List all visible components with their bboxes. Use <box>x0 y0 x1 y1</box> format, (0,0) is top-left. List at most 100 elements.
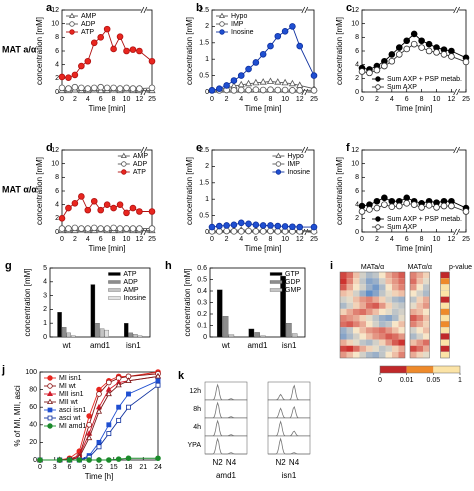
axis-break <box>141 89 147 95</box>
y-tick-label: 0 <box>205 229 209 236</box>
heatmap-cell <box>353 315 360 322</box>
heatmap-cell <box>385 339 392 346</box>
marker <box>208 87 216 94</box>
y-tick-label: 0.2 <box>197 311 207 318</box>
legend-label: asci wt <box>59 415 80 422</box>
marker <box>106 431 112 437</box>
marker <box>96 391 102 397</box>
heatmap-cell <box>366 278 373 285</box>
heatmap-cell <box>398 345 405 352</box>
y-tick-label: 4 <box>355 202 359 209</box>
marker <box>103 225 111 232</box>
marker <box>97 83 104 91</box>
x-tick-label: 2 <box>73 236 77 243</box>
bar <box>228 334 235 338</box>
bar <box>137 335 143 338</box>
heatmap-cell <box>423 290 430 297</box>
x-tick-label: 0 <box>60 96 64 103</box>
marker <box>78 84 85 92</box>
marker <box>97 206 104 214</box>
marker <box>266 77 275 84</box>
y-tick-label: 12 <box>351 7 359 14</box>
legend-label: ADP <box>81 21 96 28</box>
heatmap-cell <box>416 272 423 279</box>
heatmap-cell <box>416 333 423 340</box>
y-tick-label: 40 <box>29 422 37 429</box>
x-tick-label: 10 <box>433 236 441 243</box>
heatmap-cell <box>340 315 347 322</box>
x-tick-label: 4 <box>239 236 243 243</box>
x-tick-label: 15 <box>110 464 118 471</box>
axis-break <box>140 146 145 154</box>
axis-break <box>302 89 308 95</box>
marker <box>58 73 66 81</box>
marker <box>86 434 93 441</box>
heatmap-cell <box>353 296 360 303</box>
marker <box>275 152 282 159</box>
marker <box>58 215 66 222</box>
y-tick-label: 0 <box>205 89 209 96</box>
x-tick-label: amd1 <box>247 341 268 350</box>
pvalue-cell <box>440 345 450 352</box>
x-axis-label: Time [min] <box>244 244 281 253</box>
marker <box>110 45 117 53</box>
heatmap-cell <box>340 351 347 358</box>
y-tick-label: 0.5 <box>197 276 207 283</box>
x-tick-label: 0 <box>210 96 214 103</box>
heatmap-cell <box>366 296 373 303</box>
heatmap-cell <box>379 296 386 303</box>
marker <box>105 390 112 397</box>
heatmap-cell <box>416 345 423 352</box>
heatmap-cell <box>385 296 392 303</box>
marker <box>116 417 122 423</box>
y-tick-label: 2.5 <box>199 147 209 154</box>
trace-box <box>267 399 311 419</box>
marker <box>259 78 267 85</box>
heatmap-cell <box>372 290 379 297</box>
legend-label: MI isn1 <box>59 375 82 382</box>
panel-letter: h <box>165 260 172 272</box>
heatmap-cell <box>410 321 417 328</box>
heatmap-cell <box>385 278 392 285</box>
row-label: 8h <box>193 406 201 413</box>
heatmap-cell <box>379 308 386 315</box>
marker <box>375 224 381 230</box>
marker <box>71 71 79 79</box>
trace <box>268 437 310 455</box>
x-tick-label: 0 <box>60 236 64 243</box>
heatmap-cell <box>410 315 417 322</box>
marker <box>381 194 388 202</box>
marker <box>433 49 440 56</box>
pvalue-title: p-value <box>449 264 472 271</box>
marker <box>223 82 230 89</box>
heatmap-cell <box>423 327 430 334</box>
legend-label: MI amd1 <box>59 423 86 430</box>
marker <box>126 391 131 397</box>
x-tick-label: 25 <box>148 236 156 243</box>
marker <box>154 372 162 379</box>
axis-break <box>301 146 306 154</box>
heatmap-cell <box>392 321 399 328</box>
legend-label: asci isn1 <box>59 407 86 414</box>
trace <box>205 437 247 455</box>
legend-label: AMP <box>81 13 97 20</box>
pvalue-cell <box>440 351 450 359</box>
marker <box>425 202 433 209</box>
marker <box>375 76 381 82</box>
heatmap-cell <box>340 290 347 297</box>
marker <box>123 84 130 92</box>
marker <box>90 197 98 205</box>
heatmap-cell <box>416 284 423 291</box>
heatmap-cell <box>410 302 417 309</box>
axis-break <box>140 88 145 96</box>
trace-box <box>204 381 248 401</box>
heatmap-cell <box>392 308 399 315</box>
x-tick-label: 0 <box>360 96 364 103</box>
heatmap-cell <box>353 333 360 340</box>
group-label: isn1 <box>282 471 297 480</box>
heatmap-cell <box>423 339 430 346</box>
marker <box>123 225 130 232</box>
panel-letter: k <box>178 370 185 382</box>
heatmap-cell <box>359 321 366 328</box>
y-tick-label: 8 <box>55 174 59 181</box>
